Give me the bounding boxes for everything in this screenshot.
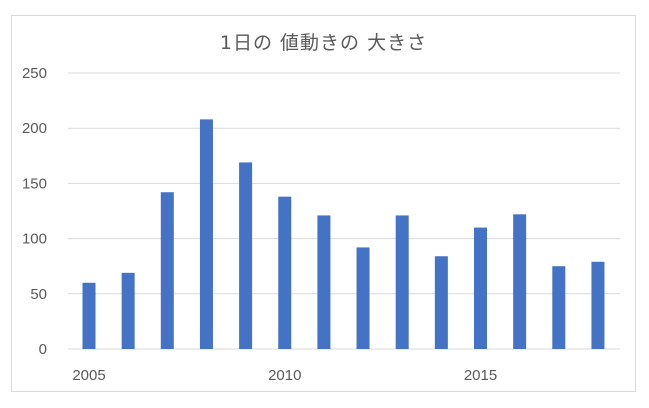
bar-2017 [552, 266, 566, 349]
x-tick-label: 2015 [464, 367, 497, 384]
y-tick-label: 200 [22, 120, 47, 137]
bars [82, 119, 605, 350]
bar-2008 [199, 119, 213, 350]
x-tick-label: 2010 [268, 367, 301, 384]
bar-2018 [591, 261, 605, 349]
bar-2013 [395, 215, 409, 349]
gridlines [68, 72, 620, 350]
y-tick-label: 150 [22, 175, 47, 192]
bar-2010 [278, 196, 292, 349]
y-tick-label: 250 [22, 65, 47, 82]
chart-title: 1日の 値動きの 大きさ [219, 32, 428, 54]
x-tick-label: 2005 [72, 367, 105, 384]
bar-2012 [356, 247, 370, 349]
y-tick-label: 0 [39, 341, 47, 358]
y-axis-tick-labels: 0 50 100 150 200 250 [22, 65, 47, 358]
y-tick-label: 50 [30, 286, 47, 303]
bar-2011 [317, 215, 331, 349]
bar-2005 [82, 282, 96, 349]
y-tick-label: 100 [22, 231, 47, 248]
bar-2007 [160, 192, 174, 349]
bar-2015 [474, 227, 487, 349]
bar-2009 [239, 162, 253, 349]
x-axis-tick-labels: 2005 2010 2015 [72, 367, 497, 384]
bar-2006 [121, 272, 135, 349]
bar-2016 [513, 214, 527, 349]
bar-2014 [434, 256, 448, 349]
